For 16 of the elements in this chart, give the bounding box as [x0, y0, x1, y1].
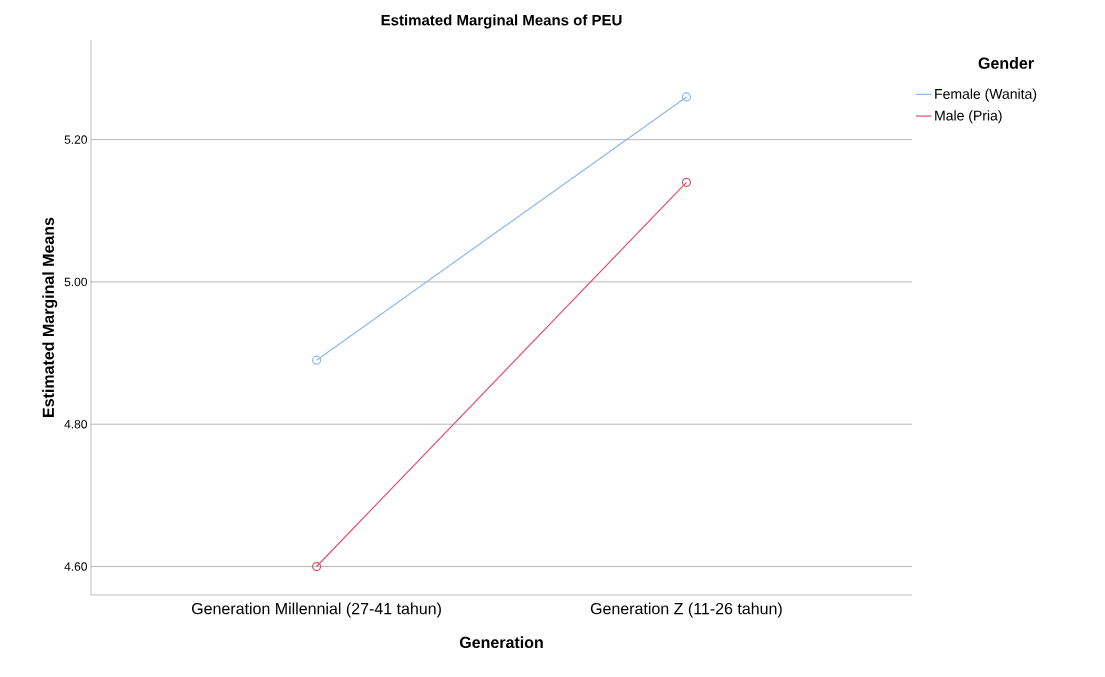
- y-tick-label: 4.60: [64, 562, 87, 571]
- y-tick-label: 4.80: [64, 419, 87, 429]
- legend-label: Female (Wanita): [935, 88, 1037, 102]
- x-tick-label: Generation Millennial (27-41 tahun): [191, 602, 441, 618]
- point: [681, 92, 692, 102]
- y-axis-title: Estimated Marginal Means: [42, 217, 58, 417]
- legend-label: Male (Pria): [935, 110, 1002, 124]
- legend-title: Gender: [978, 57, 1034, 69]
- y-tick-label: 5.00: [64, 277, 87, 287]
- x-tick-label: Generation Z (11-26 tahun): [590, 602, 782, 618]
- point: [311, 561, 322, 572]
- y-tick-label: 5.20: [64, 135, 87, 144]
- chart-title: Estimated Marginal Means of PEU: [381, 14, 622, 29]
- x-axis-title: Generation: [459, 636, 543, 649]
- point: [311, 355, 322, 365]
- point: [681, 177, 692, 187]
